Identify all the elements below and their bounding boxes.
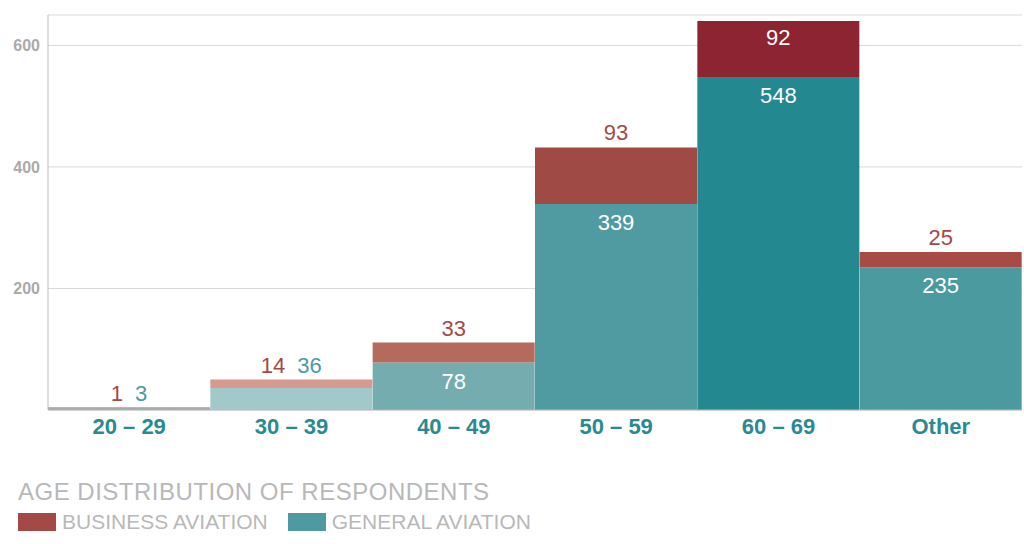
html-text:BUSINESS AVIATION: BUSINESS AVIATION bbox=[62, 510, 268, 533]
html-text:GENERAL AVIATION: GENERAL AVIATION bbox=[331, 510, 531, 533]
svg-text:235: 235 bbox=[922, 273, 959, 298]
svg-text:339: 339 bbox=[598, 210, 635, 235]
svg-text:30 – 39: 30 – 39 bbox=[255, 414, 328, 439]
svg-text:25: 25 bbox=[928, 225, 952, 250]
svg-text:50 – 59: 50 – 59 bbox=[579, 414, 652, 439]
svg-text:20 – 29: 20 – 29 bbox=[92, 414, 165, 439]
svg-text:60 – 69: 60 – 69 bbox=[742, 414, 815, 439]
svg-text:92: 92 bbox=[766, 25, 790, 50]
svg-text:13: 13 bbox=[111, 381, 148, 406]
svg-text:400: 400 bbox=[13, 159, 40, 176]
svg-text:Other: Other bbox=[911, 414, 970, 439]
svg-text:78: 78 bbox=[441, 369, 465, 394]
svg-text:200: 200 bbox=[13, 280, 40, 297]
svg-text:40 – 49: 40 – 49 bbox=[417, 414, 490, 439]
svg-text:600: 600 bbox=[13, 37, 40, 54]
svg-text:33: 33 bbox=[441, 316, 465, 341]
svg-text:93: 93 bbox=[604, 120, 628, 145]
svg-text:1436: 1436 bbox=[261, 353, 322, 378]
svg-text:548: 548 bbox=[760, 83, 797, 108]
html-text:AGE DISTRIBUTION OF RESPONDENT: AGE DISTRIBUTION OF RESPONDENTS bbox=[18, 478, 490, 505]
